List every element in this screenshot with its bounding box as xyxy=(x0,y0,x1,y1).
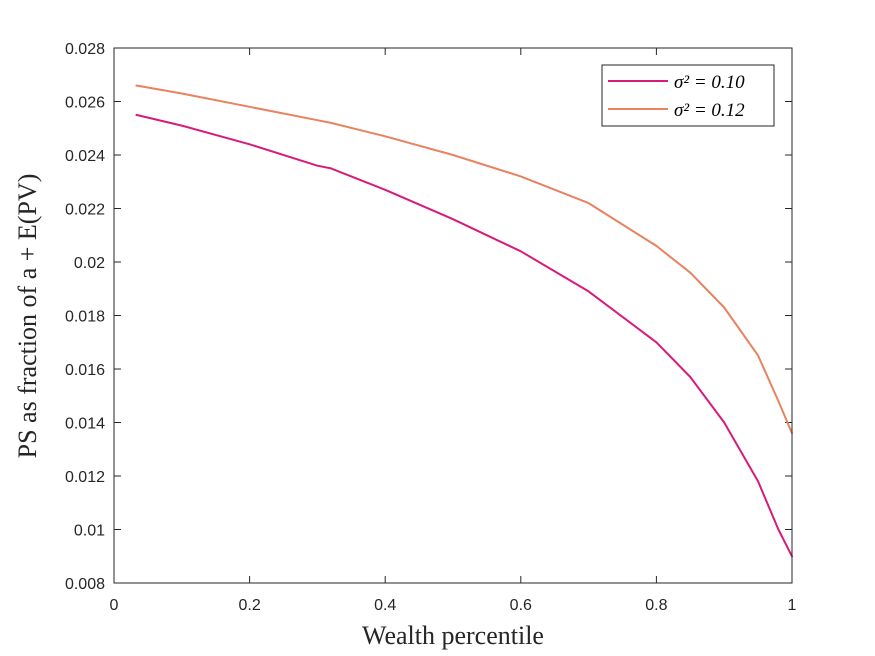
series-lines xyxy=(135,84,793,558)
x-tick-label: 1 xyxy=(788,597,797,614)
y-tick-label: 0.008 xyxy=(65,576,105,593)
y-tick-label: 0.016 xyxy=(65,362,105,379)
plot-frame xyxy=(113,47,793,584)
ticks: 0 0.2 0.4 0.6 0.8 1 0.008 0.01 0.012 0.014 0.016 0.… xyxy=(65,41,797,614)
x-tick-label: 0.6 xyxy=(510,597,532,614)
y-tick-label: 0.022 xyxy=(65,202,105,219)
series-line-0 xyxy=(135,113,793,558)
y-tick-label: 0.018 xyxy=(65,309,105,326)
y-tick-label: 0.028 xyxy=(65,41,105,58)
x-axis-title: Wealth percentile xyxy=(362,621,544,650)
y-tick-label: 0.014 xyxy=(65,416,105,433)
y-tick-label: 0.02 xyxy=(74,255,105,272)
x-tick-label: 0.4 xyxy=(374,597,396,614)
x-tick-label: 0 xyxy=(110,597,119,614)
plot-area xyxy=(114,48,792,583)
series-line-1 xyxy=(135,84,793,435)
x-tick-label: 0.8 xyxy=(645,597,667,614)
legend-label-sigma-0-12: σ² = 0.12 xyxy=(674,100,745,121)
legend-box xyxy=(601,64,775,127)
y-tick-label: 0.012 xyxy=(65,469,105,486)
y-tick-label: 0.024 xyxy=(65,148,105,165)
y-axis-title: PS as fraction of a + E(PV) xyxy=(13,174,42,459)
y-tick-label: 0.01 xyxy=(74,523,105,540)
x-tick-label: 0.2 xyxy=(238,597,260,614)
legend-label-sigma-0-10: σ² = 0.10 xyxy=(674,72,745,93)
y-tick-label: 0.026 xyxy=(65,95,105,112)
legend: σ² = 0.10 σ² = 0.12 xyxy=(601,64,775,127)
